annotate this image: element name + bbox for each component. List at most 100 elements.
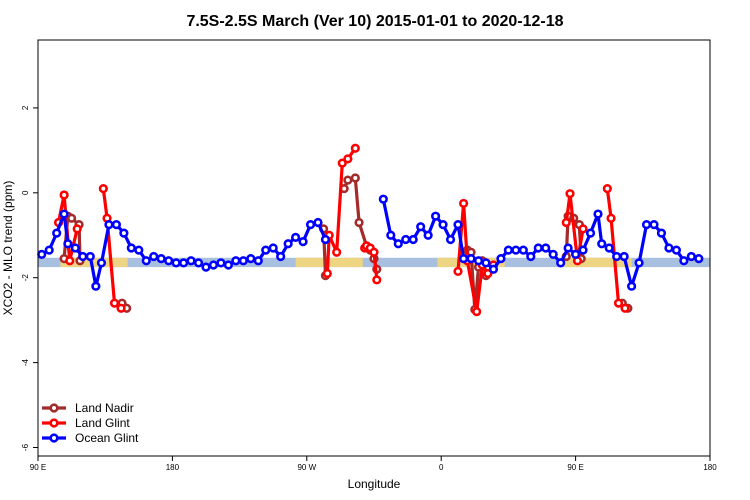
data-point [401, 234, 411, 245]
data-point [66, 213, 77, 223]
series-line-2-1 [381, 198, 700, 288]
data-point [459, 254, 469, 264]
data-point [459, 198, 469, 209]
legend-marker [49, 403, 59, 413]
data-point [231, 256, 241, 266]
data-point [298, 237, 308, 247]
data-point [578, 245, 588, 255]
data-point [186, 256, 196, 266]
data-point [164, 256, 174, 266]
data-point [423, 230, 433, 240]
legend-item: Land Glint [42, 416, 130, 430]
data-point [44, 245, 54, 255]
data-point [109, 298, 120, 308]
data-point [445, 234, 456, 245]
data-point [694, 254, 704, 264]
legend-label: Land Nadir [75, 401, 134, 415]
legend-item: Ocean Glint [42, 431, 139, 445]
x-tick-label: 180 [703, 463, 717, 472]
data-point [578, 224, 588, 234]
data-point [59, 190, 69, 200]
data-point [59, 209, 69, 219]
data-point [606, 213, 616, 223]
data-point [561, 217, 571, 228]
x-tick-label: 90 W [297, 463, 316, 472]
data-point [656, 228, 667, 238]
data-point [305, 220, 316, 230]
data-point [416, 222, 426, 232]
data-point [141, 256, 151, 266]
data-point [332, 247, 342, 257]
series-ocean-glint [37, 194, 704, 291]
data-point [70, 243, 80, 253]
data-point [116, 303, 126, 313]
data-point [350, 143, 360, 153]
data-point [238, 256, 248, 266]
data-point [72, 224, 82, 234]
data-point [593, 209, 603, 219]
data-point [378, 194, 388, 204]
x-axis-label: Longitude [348, 477, 401, 491]
legend-item: Land Nadir [42, 401, 134, 415]
data-point [52, 228, 62, 238]
data-point [149, 251, 159, 262]
data-point [408, 234, 418, 245]
data-point [78, 251, 88, 262]
series-land-glint [53, 143, 630, 317]
data-point [193, 258, 204, 268]
data-point [208, 260, 219, 270]
data-point [431, 211, 441, 221]
x-tick-label: 90 E [567, 463, 583, 472]
data-point [343, 175, 353, 185]
axes: 90 E 180 90 W 0 90 E 180 2 0 -2 -4 -6 [21, 105, 717, 472]
data-point [556, 258, 566, 268]
data-point [453, 266, 463, 276]
data-point [626, 281, 637, 291]
data-point [134, 245, 144, 255]
data-point [337, 158, 347, 168]
data-point [671, 245, 682, 255]
data-point [37, 249, 47, 259]
data-point [223, 260, 233, 270]
data-point [453, 220, 463, 230]
data-point [179, 258, 189, 268]
data-point [473, 256, 484, 266]
data-point [320, 234, 331, 245]
data-point [350, 173, 360, 183]
data-point [620, 303, 630, 313]
band-highlight-3 [564, 257, 632, 268]
data-point [171, 258, 181, 268]
data-point [201, 262, 211, 272]
data-point [65, 256, 75, 266]
plot-area [37, 143, 710, 317]
data-point [585, 228, 596, 238]
data-point [91, 281, 101, 291]
data-point [96, 258, 107, 268]
data-point [565, 189, 575, 199]
data-point [63, 239, 73, 249]
data-point [246, 254, 256, 264]
data-point [511, 245, 521, 255]
legend-label: Ocean Glint [75, 431, 139, 445]
data-point [369, 247, 379, 257]
data-point [541, 243, 551, 253]
data-point [343, 154, 353, 164]
y-tick-label: -2 [21, 274, 30, 282]
y-tick-label: 0 [21, 190, 30, 195]
x-tick-label: 0 [439, 463, 444, 472]
data-point [483, 268, 493, 279]
data-point [322, 268, 332, 279]
data-point [526, 251, 536, 262]
band-highlight-0 [60, 257, 128, 268]
data-point [126, 243, 136, 253]
plot-frame [37, 39, 711, 457]
data-point [597, 239, 607, 249]
data-point [466, 254, 476, 264]
data-point [104, 220, 114, 230]
data-point [276, 251, 286, 262]
y-axis-label: XCO2 - MLO trend (ppm) [1, 181, 15, 316]
data-point [518, 245, 528, 255]
data-point [472, 307, 482, 317]
data-point [612, 251, 622, 262]
data-point [613, 298, 624, 308]
